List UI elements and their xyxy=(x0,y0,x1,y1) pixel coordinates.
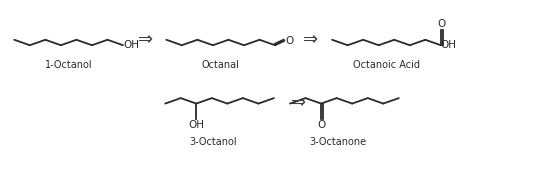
Text: OH: OH xyxy=(123,40,139,50)
Text: O: O xyxy=(318,120,326,130)
Text: ⇒: ⇒ xyxy=(138,31,153,49)
Text: ⇒: ⇒ xyxy=(304,31,319,49)
Text: 3-Octanone: 3-Octanone xyxy=(309,137,366,147)
Text: ⇒: ⇒ xyxy=(291,95,306,113)
Text: O: O xyxy=(438,19,446,29)
Text: O: O xyxy=(285,36,293,46)
Text: OH: OH xyxy=(188,120,204,130)
Text: 3-Octanol: 3-Octanol xyxy=(189,137,236,147)
Text: Octanoic Acid: Octanoic Acid xyxy=(353,61,420,71)
Text: 1-Octanol: 1-Octanol xyxy=(45,61,92,71)
Text: OH: OH xyxy=(441,40,457,50)
Text: Octanal: Octanal xyxy=(202,61,240,71)
